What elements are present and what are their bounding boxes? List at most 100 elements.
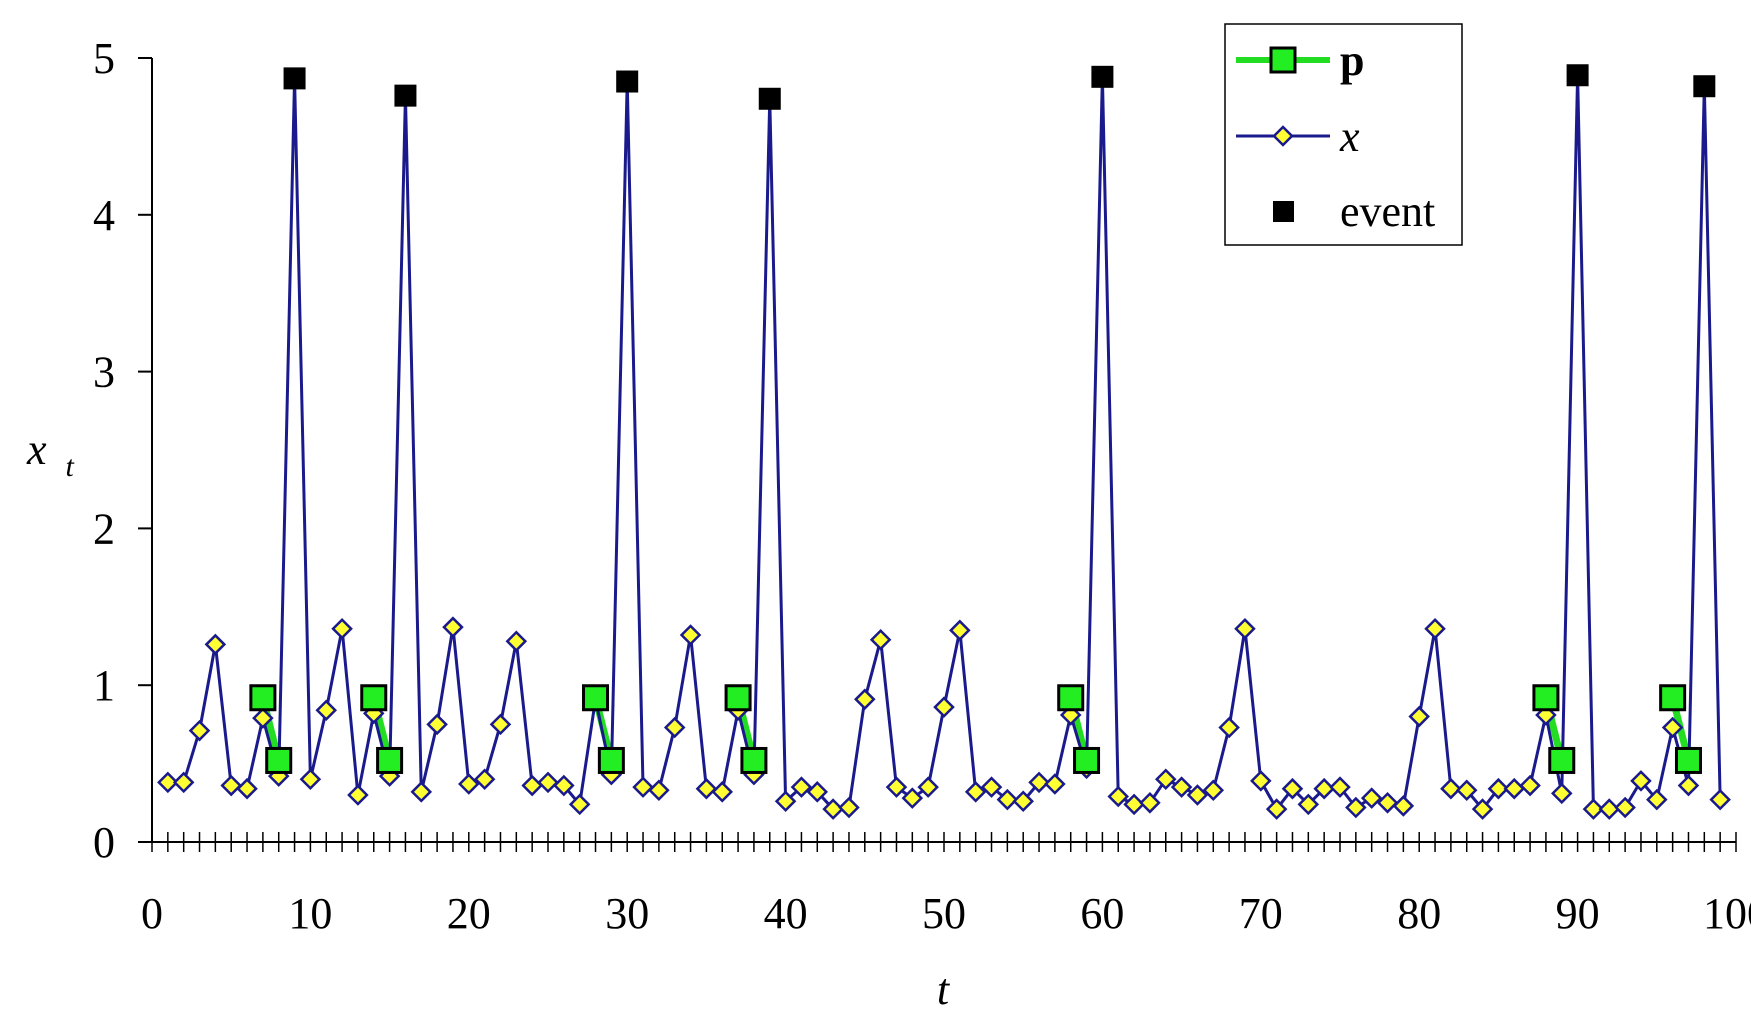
- legend-entry-x: x: [1236, 112, 1360, 161]
- x-series-point: [1709, 788, 1731, 811]
- x-series-point: [1487, 777, 1510, 800]
- x-series-point: [964, 781, 987, 803]
- x-series-point: [537, 771, 559, 794]
- x-series-point: [1139, 792, 1161, 814]
- axes: 0 10 20 30 40 50 60 70 80 90 100 0 1 2 3 4 5: [93, 34, 1751, 938]
- y-tick-label: 4: [93, 191, 115, 240]
- x-series-point: [1107, 785, 1130, 808]
- event-point: [1091, 65, 1114, 88]
- x-series-point: [521, 774, 543, 797]
- x-series-point: [996, 788, 1019, 811]
- x-series-point: [1250, 770, 1272, 792]
- p-series-point: [597, 746, 625, 774]
- x-tick-label: 80: [1397, 889, 1441, 938]
- x-series-point: [1598, 798, 1621, 820]
- event-point: [1566, 64, 1589, 87]
- x-axis-title: t: [937, 965, 951, 1014]
- x-series-point: [1170, 776, 1193, 798]
- p-series-point: [724, 684, 752, 712]
- y-tick-label: 5: [93, 34, 115, 83]
- x-series-point: [299, 768, 322, 791]
- x-series-point: [1123, 793, 1145, 816]
- x-series-point: [1471, 798, 1494, 820]
- legend-label-event: event: [1340, 187, 1435, 236]
- x-series-point: [838, 796, 860, 819]
- p-series-point: [376, 746, 404, 774]
- x-series-point: [1044, 773, 1066, 795]
- x-series-point: [806, 781, 829, 803]
- p-series-point: [265, 746, 293, 774]
- x-tick-label: 70: [1239, 889, 1283, 938]
- x-series-point: [188, 719, 211, 742]
- y-ticks: 0 1 2 3 4 5: [93, 34, 152, 867]
- legend-swatch-p-marker: [1269, 46, 1297, 74]
- x-tick-label: 30: [605, 889, 649, 938]
- y-tick-label: 2: [93, 504, 115, 553]
- x-series-point: [1408, 705, 1430, 728]
- x-series-point: [220, 774, 242, 797]
- x-series-point: [236, 777, 258, 800]
- event-point: [394, 84, 417, 107]
- plot-area: [157, 64, 1731, 820]
- legend: p x event: [1224, 23, 1463, 246]
- x-series-point: [252, 707, 274, 729]
- x-tick-label: 40: [764, 889, 808, 938]
- x-series-point: [790, 776, 813, 798]
- x-series-point: [822, 798, 844, 820]
- x-series-point: [1012, 790, 1034, 812]
- x-series-point: [1186, 784, 1209, 806]
- x-series-point: [933, 696, 955, 718]
- x-series-point: [1661, 716, 1684, 739]
- x-tick-label: 50: [922, 889, 966, 938]
- x-series-point: [980, 776, 1003, 798]
- p-series-layer: [259, 696, 1692, 762]
- x-series-point: [1392, 795, 1415, 817]
- x-tick-label: 100: [1703, 889, 1751, 938]
- x-series-point: [632, 776, 654, 798]
- x-series-point: [1582, 798, 1605, 820]
- event-point: [283, 67, 306, 90]
- x-tick-label: 0: [141, 889, 163, 938]
- y-axis-title-sub: t: [66, 450, 75, 483]
- x-series-point: [917, 776, 939, 798]
- x-series-point: [410, 781, 433, 803]
- x-series-point: [1028, 771, 1050, 794]
- x-series-point: [1455, 779, 1478, 802]
- x-series-point: [442, 616, 464, 638]
- x-series-point: [1234, 617, 1256, 640]
- p-series-point: [1057, 684, 1085, 712]
- x-series-point: [663, 716, 686, 739]
- x-series-point: [204, 633, 227, 656]
- x-series-point: [1360, 787, 1383, 809]
- y-tick-label: 3: [93, 348, 115, 397]
- legend-swatch-event-marker: [1273, 201, 1294, 222]
- x-tick-label: 90: [1556, 889, 1600, 938]
- p-series-point: [1548, 746, 1576, 774]
- x-series-point: [1503, 777, 1526, 800]
- y-tick-label: 0: [93, 818, 115, 867]
- event-point: [758, 87, 781, 110]
- legend-label-x: x: [1339, 112, 1360, 161]
- x-series-point: [885, 776, 908, 798]
- x-ticks: 0 10 20 30 40 50 60 70 80 90 100: [141, 832, 1751, 938]
- x-series-point: [347, 784, 369, 806]
- x-series-point: [1297, 793, 1320, 816]
- x-series-point: [1630, 770, 1652, 792]
- y-axis-title: x t: [26, 425, 75, 483]
- legend-label-p: p: [1340, 36, 1364, 85]
- p-series-point: [582, 684, 610, 712]
- p-series-point: [1073, 746, 1101, 774]
- x-series-point: [473, 768, 496, 791]
- x-series-point: [1154, 768, 1177, 791]
- x-series-point: [1218, 716, 1240, 739]
- x-series-point: [553, 774, 575, 797]
- x-tick-label: 60: [1080, 889, 1124, 938]
- x-series-point: [1550, 782, 1573, 805]
- x-series-point: [1440, 777, 1462, 800]
- event-series-layer: [283, 64, 1716, 110]
- x-series-point: [568, 793, 591, 816]
- x-series-point: [1281, 777, 1304, 800]
- x-series-point: [1646, 788, 1668, 811]
- x-series-marker-layer: [157, 64, 1731, 820]
